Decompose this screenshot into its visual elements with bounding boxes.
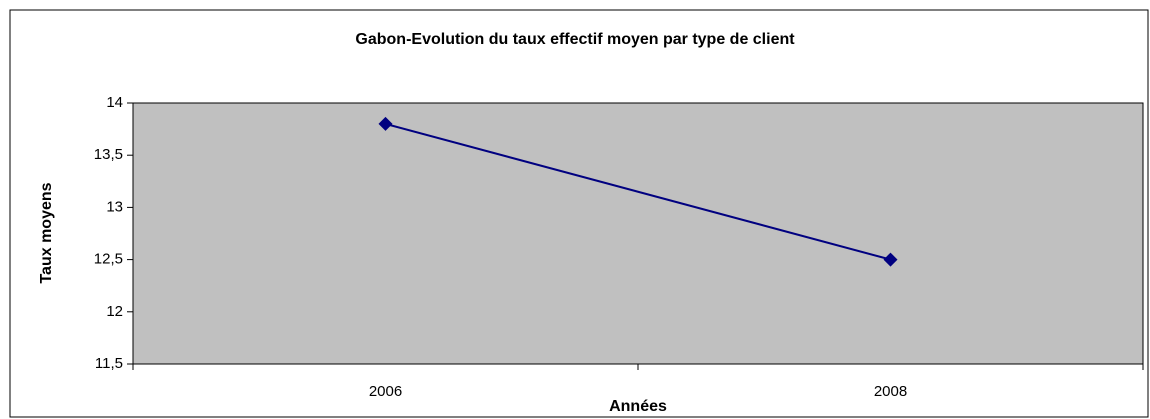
chart-title: Gabon-Evolution du taux effectif moyen p… bbox=[355, 31, 795, 48]
x-axis-label: Années bbox=[609, 398, 667, 415]
x-tick-label: 2006 bbox=[369, 383, 402, 400]
y-axis-label: Taux moyens bbox=[38, 182, 55, 283]
plot-area bbox=[132, 102, 1144, 365]
y-tick-label: 12,5 bbox=[94, 251, 123, 268]
y-tick-label: 13 bbox=[106, 198, 123, 215]
data-point bbox=[378, 116, 393, 131]
y-tick-label: 12 bbox=[106, 303, 123, 320]
x-tick-label: 2008 bbox=[874, 383, 907, 400]
series-line bbox=[385, 122, 891, 261]
y-tick-label: 14 bbox=[106, 94, 123, 111]
data-point bbox=[883, 252, 898, 267]
y-tick-label: 13,5 bbox=[94, 146, 123, 163]
y-tick-label: 11,5 bbox=[95, 355, 123, 372]
